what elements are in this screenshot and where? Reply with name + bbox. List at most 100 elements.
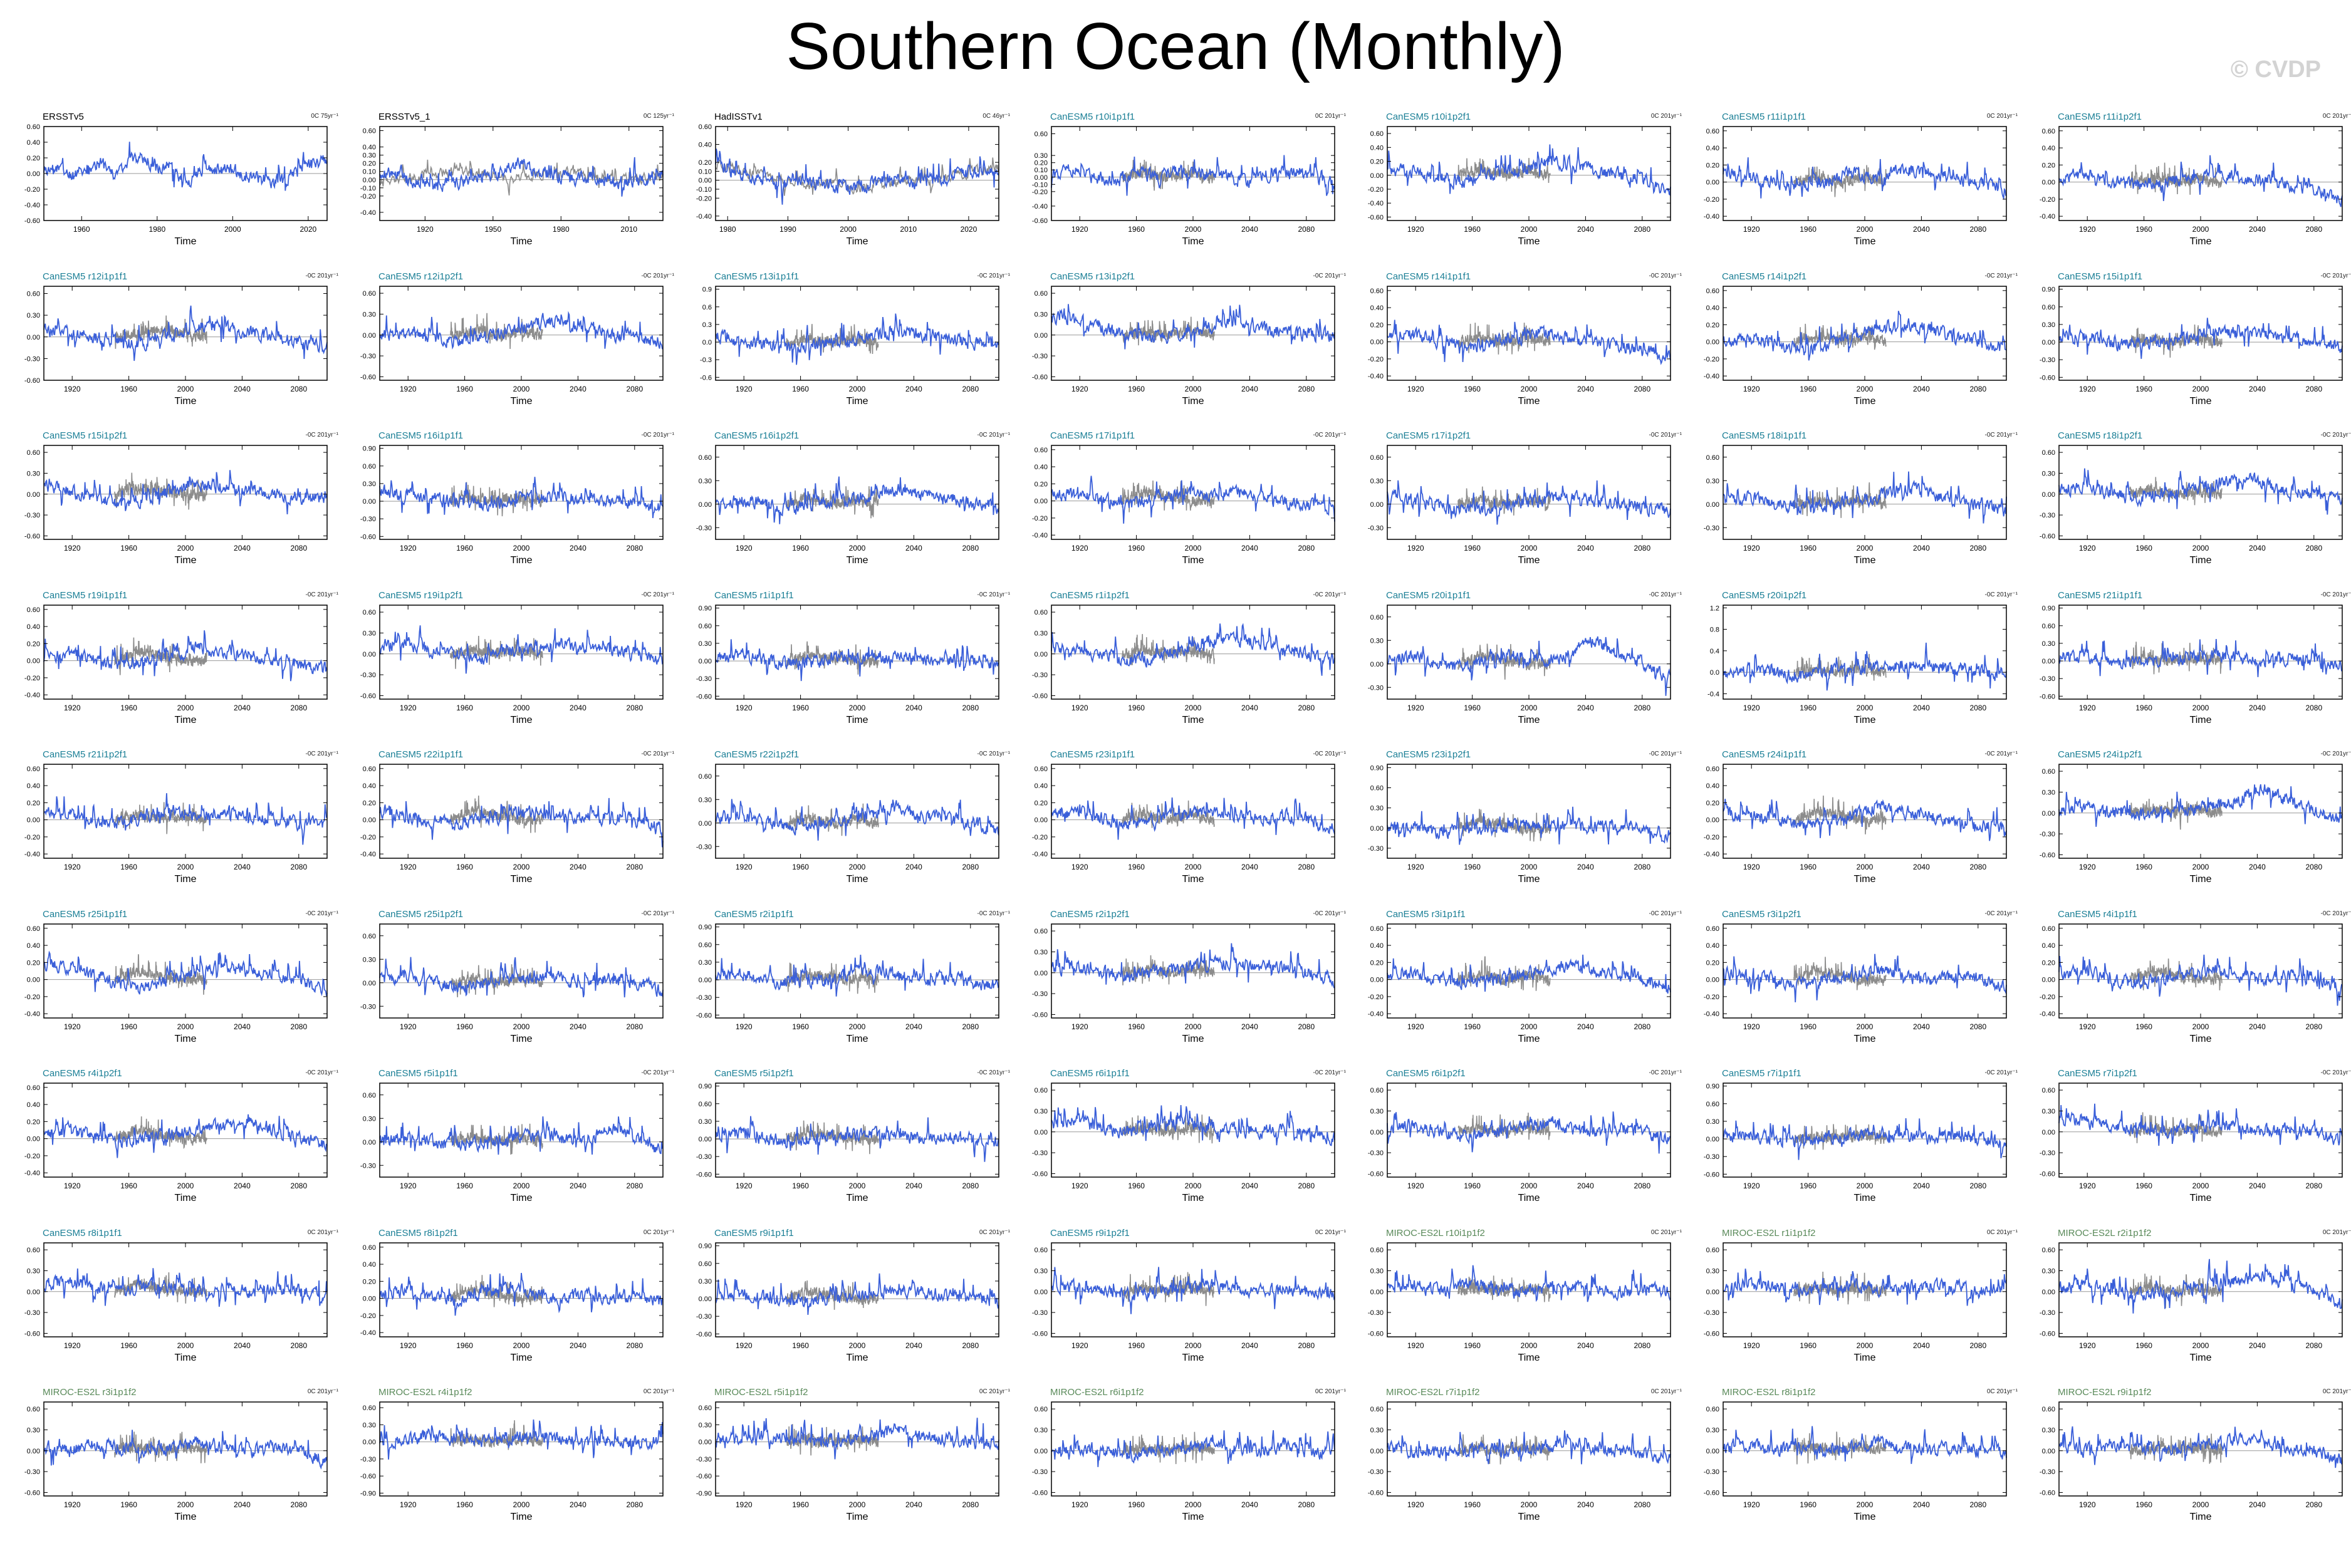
y-tick-label: -0.30 — [1368, 1309, 1384, 1317]
x-tick-label: 1960 — [792, 385, 809, 393]
x-tick-label: 2040 — [905, 1500, 922, 1509]
y-tick-label: 0.60 — [1370, 925, 1384, 932]
y-tick-label: -0.30 — [1368, 684, 1384, 692]
plot-frame — [379, 126, 664, 221]
x-tick-label: 1920 — [400, 1022, 417, 1031]
x-tick-label: 1920 — [736, 1500, 753, 1509]
y-tick-label: -0.60 — [1032, 692, 1048, 700]
y-tick-label: 0.40 — [27, 1101, 40, 1109]
obs-series-line — [114, 953, 207, 995]
chart-panel: CanESM5 r25i1p2f1 -0C 201yr⁻¹ 0.60 0.30 0.00… — [341, 909, 677, 1066]
y-tick-label: 0.60 — [1706, 1406, 1719, 1413]
x-tick-label: 1920 — [736, 544, 753, 553]
x-tick-label: 2040 — [1577, 863, 1594, 871]
x-tick-label: 2040 — [1241, 1500, 1258, 1509]
y-tick-label: 0.30 — [1370, 1426, 1384, 1434]
x-tick-label: 1920 — [1071, 544, 1088, 553]
panel-trend-label: 0C 201yr⁻¹ — [307, 1388, 338, 1395]
y-tick-label: 0.00 — [27, 491, 40, 499]
y-tick-label: 0.00 — [1370, 172, 1384, 180]
y-tick-label: 0.30 — [27, 1426, 40, 1434]
y-tick-label: 0.20 — [27, 640, 40, 648]
x-tick-label: 2040 — [1913, 385, 1930, 393]
y-tick-label: -0.30 — [2040, 512, 2055, 519]
panel-trend-label: 0C 201yr⁻¹ — [1986, 113, 2018, 120]
panel-trend-label: -0C 201yr⁻¹ — [977, 910, 1010, 917]
y-tick-label: -0.20 — [24, 993, 40, 1000]
model-series-line — [43, 142, 328, 191]
x-tick-label: 2040 — [1913, 704, 1930, 712]
y-tick-label: 0.40 — [1370, 942, 1384, 950]
y-tick-label: 0.3 — [702, 321, 712, 328]
y-tick-label: 0.90 — [1370, 764, 1384, 772]
x-tick-label: 1960 — [1464, 385, 1481, 393]
x-tick-label: 1920 — [2079, 544, 2096, 553]
panel-title: CanESM5 r22i1p1f1 — [378, 749, 464, 760]
panel-plot: 0.60 0.30 0.00 -0.30 -0.60 1920 1960 2000 2040 20… — [1368, 1401, 1671, 1522]
y-tick-label: -0.30 — [24, 1468, 40, 1476]
plot-frame — [1051, 445, 1335, 540]
x-axis-label: Time — [511, 236, 533, 247]
x-tick-label: 2000 — [1857, 1022, 1874, 1031]
x-tick-label: 2040 — [234, 1341, 251, 1350]
y-tick-label: 0.00 — [2042, 1448, 2055, 1455]
model-series-line — [2058, 954, 2343, 1005]
y-tick-label: 0.60 — [1370, 130, 1384, 138]
model-series-line — [379, 1116, 664, 1155]
y-tick-label: 0.30 — [1035, 630, 1048, 637]
x-tick-label: 2000 — [177, 1341, 194, 1350]
x-tick-label: 2040 — [905, 1341, 922, 1350]
model-series-line — [1723, 953, 2007, 1002]
y-tick-label: 0.60 — [1370, 454, 1384, 462]
chart-panel: CanESM5 r18i1p2f1 -0C 201yr⁻¹ 0.60 0.30 0.00… — [2020, 430, 2351, 587]
x-axis-label: Time — [2190, 555, 2212, 566]
y-tick-label: -0.30 — [1032, 990, 1048, 998]
y-tick-label: 0.00 — [1706, 338, 1719, 346]
y-tick-label: -0.30 — [360, 353, 376, 360]
panel-title: CanESM5 r21i1p2f1 — [43, 749, 128, 760]
y-tick-label: -0.60 — [360, 533, 376, 541]
panel-plot: 0.9 0.6 0.3 0.0 -0.3 -0.6 1920 1960 2000 2040 2080… — [700, 285, 999, 407]
model-series-line — [1387, 1430, 1671, 1465]
model-series-line — [1387, 806, 1671, 845]
x-tick-label: 1920 — [64, 704, 81, 712]
y-tick-label: 0.00 — [27, 333, 40, 341]
y-tick-label: -0.40 — [1704, 1010, 1719, 1018]
y-tick-label: 0.60 — [27, 1247, 40, 1254]
panel-trend-label: -0C 201yr⁻¹ — [1984, 910, 2018, 917]
y-tick-label: -0.40 — [696, 213, 712, 221]
obs-series-line — [114, 637, 207, 675]
y-tick-label: 0.20 — [27, 1118, 40, 1126]
x-axis-label: Time — [847, 1193, 868, 1203]
panel-title: ERSSTv5_1 — [378, 112, 430, 122]
x-tick-label: 2080 — [1634, 1500, 1650, 1509]
x-tick-label: 2000 — [1521, 704, 1538, 712]
y-tick-label: -0.40 — [1032, 532, 1048, 539]
x-tick-label: 1960 — [792, 544, 809, 553]
model-series-line — [379, 1272, 664, 1316]
y-tick-label: 0.40 — [1370, 304, 1384, 312]
x-tick-label: 1960 — [1128, 1341, 1145, 1350]
panel-title: CanESM5 r25i1p2f1 — [378, 908, 464, 920]
x-axis-label: Time — [1182, 555, 1204, 566]
panel-title: CanESM5 r4i1p1f1 — [2058, 908, 2137, 920]
x-tick-label: 2080 — [1969, 1022, 1986, 1031]
panel-trend-label: -0C 201yr⁻¹ — [1649, 272, 1682, 279]
x-axis-label: Time — [175, 1353, 197, 1363]
obs-series-line — [1793, 795, 1887, 834]
y-tick-label: 0.30 — [699, 477, 712, 485]
x-tick-label: 1920 — [2079, 1181, 2096, 1190]
y-tick-label: 0.00 — [1370, 1129, 1384, 1136]
panel-trend-label: -0C 201yr⁻¹ — [641, 910, 674, 917]
panel-title: CanESM5 r7i1p2f1 — [2058, 1068, 2137, 1079]
plot-frame — [1723, 764, 2007, 859]
x-tick-label: 2040 — [1241, 225, 1258, 234]
x-tick-label: 2080 — [1969, 385, 1986, 393]
x-tick-label: 1960 — [1464, 225, 1481, 234]
y-tick-label: 0.20 — [27, 155, 40, 162]
chart-panel: CanESM5 r4i1p1f1 -0C 201yr⁻¹ 0.60 0.40 0.20 0… — [2020, 909, 2351, 1066]
chart-panel: CanESM5 r18i1p1f1 -0C 201yr⁻¹ 0.60 0.30 0.00… — [1684, 430, 2020, 587]
y-tick-label: -0.20 — [24, 1153, 40, 1160]
x-tick-label: 2040 — [905, 1181, 922, 1190]
chart-panel: CanESM5 r8i1p2f1 0C 201yr⁻¹ 0.60 0.40 0.20 0.… — [341, 1228, 677, 1384]
